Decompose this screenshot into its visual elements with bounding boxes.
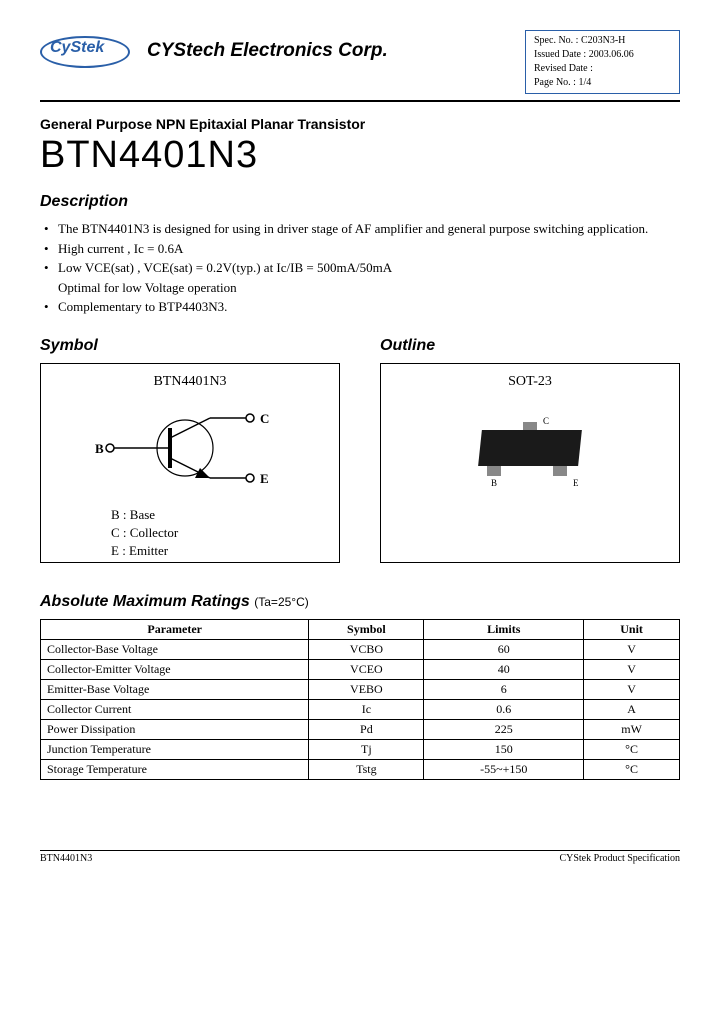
cell-unit: °C: [584, 739, 680, 759]
table-row: Collector-Base VoltageVCBO60V: [41, 639, 680, 659]
logo-text: CyStek: [50, 39, 104, 57]
symbol-legend: B : Base C : Collector E : Emitter: [51, 506, 329, 561]
th-symbol: Symbol: [309, 619, 424, 639]
description-title: Description: [40, 193, 680, 211]
desc-item: Complementary to BTP4403N3.: [58, 297, 227, 317]
pin-e: E: [260, 471, 269, 486]
cell-unit: mW: [584, 719, 680, 739]
cell-parameter: Collector-Base Voltage: [41, 639, 309, 659]
desc-item: The BTN4401N3 is designed for using in d…: [58, 219, 648, 239]
table-row: Power DissipationPd225mW: [41, 719, 680, 739]
ratings-title-text: Absolute Maximum Ratings: [40, 593, 250, 610]
page-no: 1/4: [578, 77, 591, 88]
th-unit: Unit: [584, 619, 680, 639]
symbol-title: Symbol: [40, 337, 340, 355]
symbol-col: Symbol BTN4401N3 B C E: [40, 337, 340, 563]
cell-unit: V: [584, 659, 680, 679]
outline-label: SOT-23: [391, 374, 669, 390]
spec-no: C203N3-H: [581, 35, 625, 46]
cell-limits: 6: [424, 679, 584, 699]
issued-label: Issued Date :: [534, 49, 586, 60]
cell-parameter: Junction Temperature: [41, 739, 309, 759]
cell-parameter: Power Dissipation: [41, 719, 309, 739]
cell-symbol: Pd: [309, 719, 424, 739]
table-row: Collector-Emitter VoltageVCEO40V: [41, 659, 680, 679]
logo: CyStek: [40, 30, 135, 74]
page-label: Page No. :: [534, 77, 576, 88]
outline-title: Outline: [380, 337, 680, 355]
figure-row: Symbol BTN4401N3 B C E: [40, 337, 680, 563]
spec-no-label: Spec. No. :: [534, 35, 578, 46]
footer-right: CYStek Product Specification: [559, 853, 680, 864]
table-row: Storage TemperatureTstg-55~+150°C: [41, 759, 680, 779]
cell-symbol: VCBO: [309, 639, 424, 659]
cell-unit: V: [584, 639, 680, 659]
symbol-label: BTN4401N3: [51, 374, 329, 390]
cell-symbol: VCEO: [309, 659, 424, 679]
ratings-title: Absolute Maximum Ratings (Ta=25°C): [40, 593, 680, 611]
cell-unit: °C: [584, 759, 680, 779]
pin-label-b: B: [491, 478, 497, 488]
cell-symbol: Tj: [309, 739, 424, 759]
revised-label: Revised Date :: [534, 63, 593, 74]
th-limits: Limits: [424, 619, 584, 639]
transistor-symbol-icon: B C E: [90, 398, 290, 498]
desc-item: Low VCE(sat) , VCE(sat) = 0.2V(typ.) at …: [58, 258, 392, 278]
sot23-icon: C B E: [465, 420, 595, 480]
desc-sub: Optimal for low Voltage operation: [44, 278, 680, 298]
pin-c: C: [260, 411, 269, 426]
ratings-condition: (Ta=25°C): [254, 595, 309, 609]
cell-parameter: Collector-Emitter Voltage: [41, 659, 309, 679]
description-list: •The BTN4401N3 is designed for using in …: [40, 219, 680, 317]
page-header: CyStek CYStech Electronics Corp. Spec. N…: [40, 30, 680, 102]
cell-limits: 0.6: [424, 699, 584, 719]
pin-label-e: E: [573, 478, 579, 488]
cell-limits: 225: [424, 719, 584, 739]
cell-unit: A: [584, 699, 680, 719]
cell-parameter: Storage Temperature: [41, 759, 309, 779]
cell-parameter: Collector Current: [41, 699, 309, 719]
table-row: Junction TemperatureTj150°C: [41, 739, 680, 759]
company-name: CYStech Electronics Corp.: [147, 40, 525, 62]
page-footer: BTN4401N3 CYStek Product Specification: [40, 850, 680, 864]
spec-box: Spec. No. : C203N3-H Issued Date : 2003.…: [525, 30, 680, 94]
legend-item: C : Collector: [111, 524, 329, 542]
ratings-table: Parameter Symbol Limits Unit Collector-B…: [40, 619, 680, 780]
table-row: Collector CurrentIc0.6A: [41, 699, 680, 719]
pin-b: B: [95, 441, 104, 456]
cell-limits: 40: [424, 659, 584, 679]
th-parameter: Parameter: [41, 619, 309, 639]
cell-symbol: Ic: [309, 699, 424, 719]
outline-box: SOT-23 C B E: [380, 363, 680, 563]
part-number: BTN4401N3: [40, 134, 680, 177]
cell-symbol: Tstg: [309, 759, 424, 779]
legend-item: B : Base: [111, 506, 329, 524]
issued-date: 2003.06.06: [589, 49, 634, 60]
subtitle: General Purpose NPN Epitaxial Planar Tra…: [40, 116, 680, 132]
table-row: Emitter-Base VoltageVEBO6V: [41, 679, 680, 699]
cell-parameter: Emitter-Base Voltage: [41, 679, 309, 699]
desc-item: High current , Ic = 0.6A: [58, 239, 183, 259]
page: CyStek CYStech Electronics Corp. Spec. N…: [0, 0, 720, 874]
cell-symbol: VEBO: [309, 679, 424, 699]
cell-limits: 60: [424, 639, 584, 659]
legend-item: E : Emitter: [111, 542, 329, 560]
cell-limits: -55~+150: [424, 759, 584, 779]
symbol-box: BTN4401N3 B C E: [40, 363, 340, 563]
outline-col: Outline SOT-23 C B E: [380, 337, 680, 563]
footer-left: BTN4401N3: [40, 853, 92, 864]
cell-unit: V: [584, 679, 680, 699]
cell-limits: 150: [424, 739, 584, 759]
pin-label-c: C: [543, 416, 549, 426]
